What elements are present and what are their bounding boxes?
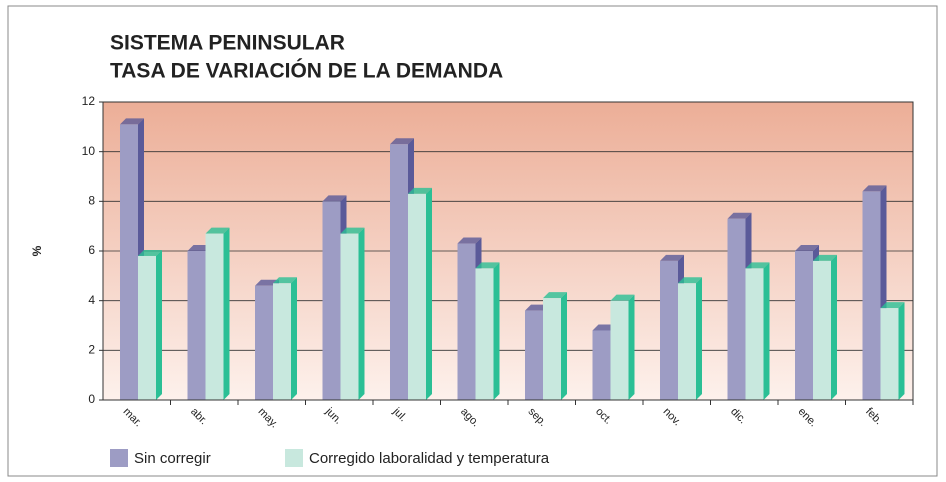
bar-face bbox=[813, 260, 831, 400]
bar-face bbox=[358, 227, 365, 400]
bar-face bbox=[187, 251, 206, 400]
legend-label: Sin corregir bbox=[134, 450, 211, 467]
bar-face bbox=[120, 124, 138, 400]
x-tick-label: mar. bbox=[121, 406, 145, 430]
bar-face bbox=[340, 227, 365, 234]
bar-face bbox=[120, 118, 144, 125]
bar-face bbox=[291, 277, 297, 400]
bar-face bbox=[408, 187, 432, 194]
bar bbox=[340, 227, 365, 400]
bar-face bbox=[561, 292, 567, 400]
bar-face bbox=[475, 262, 500, 269]
x-tick-label: nov. bbox=[661, 406, 684, 429]
bar-face bbox=[831, 254, 837, 400]
bar-face bbox=[727, 218, 746, 400]
bar-face bbox=[322, 201, 341, 400]
bar bbox=[138, 249, 162, 400]
bar-face bbox=[156, 249, 162, 400]
bar bbox=[408, 187, 432, 400]
bar-face bbox=[678, 277, 702, 284]
x-tick-label: feb. bbox=[863, 406, 884, 427]
bar-face bbox=[223, 227, 230, 400]
bar-face bbox=[745, 268, 764, 400]
bar bbox=[475, 262, 500, 400]
x-tick-label: jul. bbox=[390, 405, 409, 424]
x-tick-label: sep. bbox=[526, 406, 549, 429]
bar-face bbox=[696, 277, 702, 400]
frame bbox=[7, 5, 938, 477]
x-tick-label: ago. bbox=[458, 406, 482, 430]
bar-face bbox=[880, 302, 905, 309]
bar bbox=[610, 294, 635, 400]
y-tick-label: 10 bbox=[82, 144, 96, 158]
bar-face bbox=[745, 262, 770, 269]
x-tick-label: oct. bbox=[593, 406, 614, 427]
bar-face bbox=[628, 294, 635, 400]
bar-face bbox=[390, 138, 414, 145]
y-tick-label: 4 bbox=[88, 293, 95, 307]
bar-face bbox=[273, 283, 291, 400]
x-tick-label: abr. bbox=[188, 406, 209, 427]
x-tick-label: ene. bbox=[796, 406, 820, 430]
bar-face bbox=[138, 249, 162, 256]
bar-face bbox=[795, 251, 813, 400]
bar-face bbox=[493, 262, 500, 400]
bar-face bbox=[813, 254, 837, 261]
bar-face bbox=[340, 233, 359, 400]
x-tick-label: jun. bbox=[322, 405, 344, 427]
bar bbox=[205, 227, 230, 400]
bar-face bbox=[408, 193, 426, 400]
bar-face bbox=[880, 308, 899, 400]
x-tick-label: may. bbox=[256, 406, 281, 431]
bar-face bbox=[457, 243, 476, 400]
bar-face bbox=[862, 185, 887, 192]
bar-face bbox=[660, 260, 678, 400]
bar-face bbox=[390, 144, 408, 400]
bar-face bbox=[138, 255, 156, 400]
bar-face bbox=[592, 330, 611, 400]
bar-face bbox=[862, 191, 881, 400]
bar-face bbox=[678, 283, 696, 400]
bar-face bbox=[205, 227, 230, 234]
bar bbox=[543, 292, 567, 400]
chart-subtitle: TASA DE VARIACIÓN DE LA DEMANDA bbox=[110, 59, 503, 83]
bar-face bbox=[795, 245, 819, 251]
bar-face bbox=[660, 254, 684, 261]
bar-face bbox=[898, 302, 905, 400]
bar-face bbox=[426, 187, 432, 400]
bar-face bbox=[205, 233, 224, 400]
bar bbox=[273, 277, 297, 400]
y-tick-label: 8 bbox=[88, 194, 95, 208]
y-axis-label: % bbox=[30, 245, 44, 256]
bar-face bbox=[273, 277, 297, 284]
y-tick-label: 2 bbox=[88, 343, 95, 357]
bar-face bbox=[255, 285, 273, 400]
bar-face bbox=[525, 310, 543, 400]
bar bbox=[813, 254, 837, 400]
x-tick-label: dic. bbox=[728, 406, 749, 427]
legend-swatch bbox=[285, 449, 303, 467]
bar-face bbox=[543, 292, 567, 299]
legend-label: Corregido laboralidad y temperatura bbox=[309, 450, 550, 467]
bar-face bbox=[457, 237, 482, 244]
bar-face bbox=[475, 268, 494, 400]
bar bbox=[745, 262, 770, 400]
y-tick-label: 12 bbox=[82, 94, 96, 108]
bar-face bbox=[763, 262, 770, 400]
chart-title: SISTEMA PENINSULAR bbox=[110, 32, 345, 55]
y-tick-label: 6 bbox=[88, 243, 95, 257]
legend-swatch bbox=[110, 449, 128, 467]
bar bbox=[678, 277, 702, 400]
y-tick-label: 0 bbox=[88, 392, 95, 406]
bar bbox=[880, 302, 905, 400]
bar-face bbox=[322, 195, 347, 202]
bar-face bbox=[610, 300, 629, 400]
bar-face bbox=[543, 298, 561, 400]
bar-face bbox=[727, 212, 752, 219]
bar-face bbox=[610, 294, 635, 301]
